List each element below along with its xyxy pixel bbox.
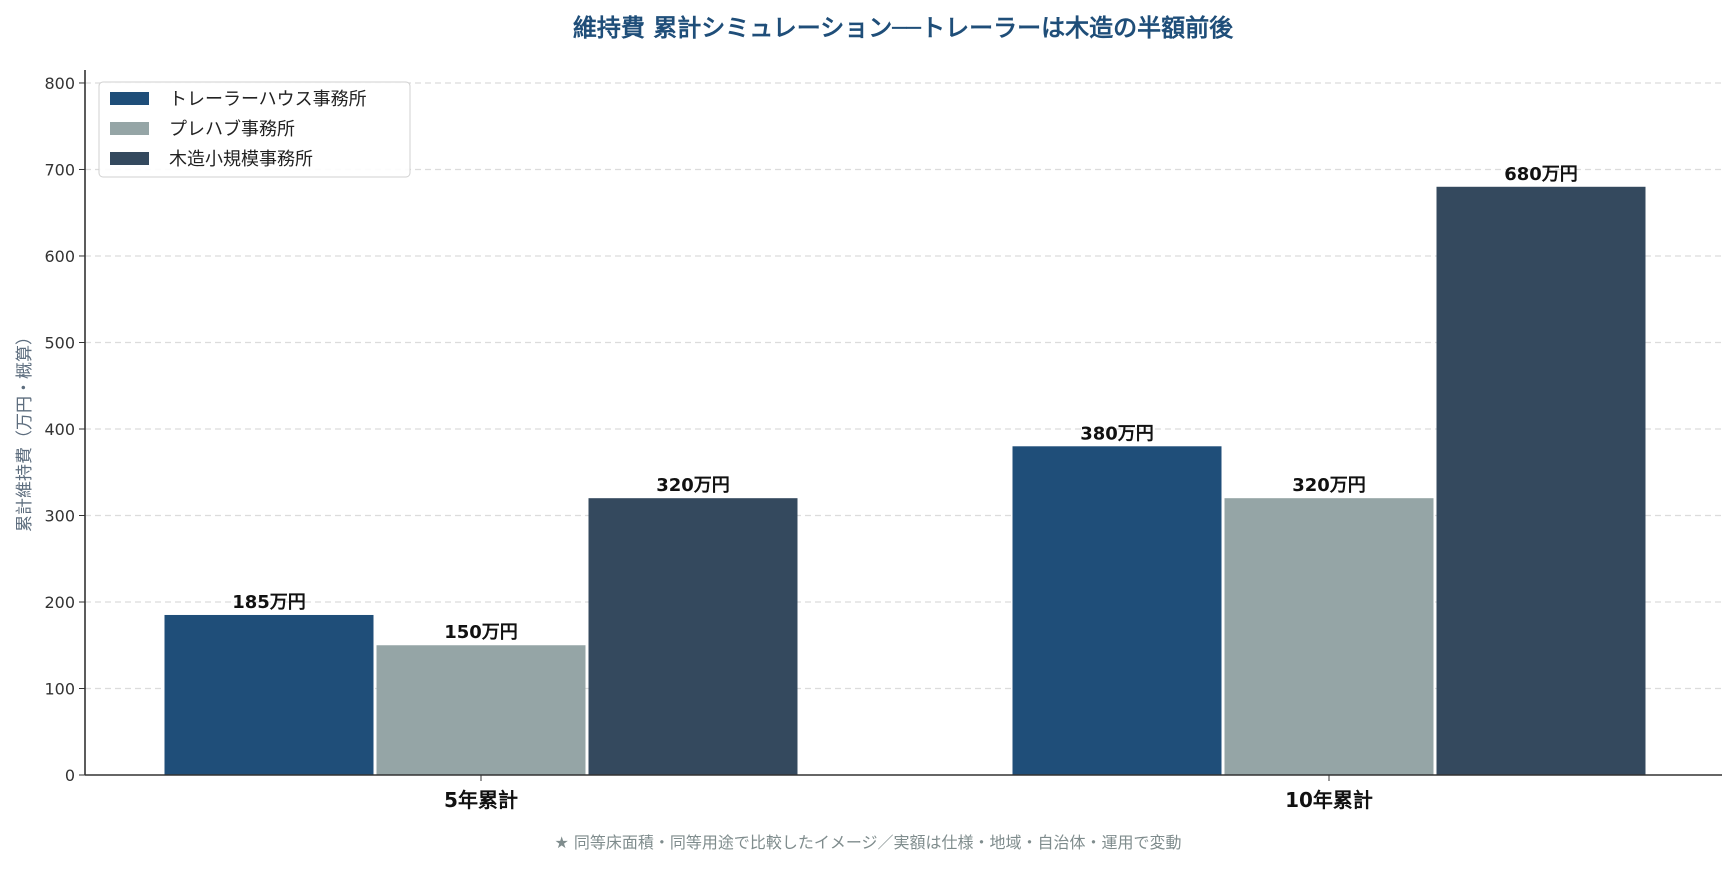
footnote: ★ 同等床面積・同等用途で比較したイメージ／実額は仕様・地域・自治体・運用で変動 bbox=[554, 833, 1181, 852]
bar-data-label: 380万円 bbox=[1080, 423, 1154, 444]
x-axis-ticks: 5年累計 10年累計 bbox=[444, 775, 1373, 812]
legend-swatch bbox=[110, 122, 149, 135]
legend-frame bbox=[98, 81, 411, 178]
bars: 185万円 150万円 320万円 380万円 320万円 680万円 bbox=[164, 164, 1646, 775]
y-tick-label: 800 bbox=[44, 74, 75, 93]
y-tick-label: 400 bbox=[44, 420, 75, 439]
bar bbox=[1436, 186, 1646, 775]
y-tick-label: 0 bbox=[65, 766, 75, 785]
y-tick-label: 500 bbox=[44, 333, 75, 352]
legend-label: 木造小規模事務所 bbox=[169, 149, 313, 170]
legend-label: プレハブ事務所 bbox=[169, 118, 295, 140]
bar bbox=[164, 614, 374, 775]
bar bbox=[1012, 446, 1222, 775]
legend-swatch bbox=[110, 152, 149, 165]
chart-title: 維持費 累計シミュレーション──トレーラーは木造の半額前後 bbox=[573, 14, 1234, 42]
y-axis-ticks: 0 100 200 300 400 500 600 700 800 bbox=[44, 74, 85, 785]
legend-swatch bbox=[110, 92, 149, 105]
bar bbox=[376, 645, 586, 775]
bar-data-label: 150万円 bbox=[444, 622, 518, 643]
bar-data-label: 320万円 bbox=[1292, 475, 1366, 496]
y-axis-label: 累計維持費（万円・概算） bbox=[15, 328, 35, 532]
legend-label: トレーラーハウス事務所 bbox=[169, 89, 367, 110]
x-tick-label: 10年累計 bbox=[1285, 788, 1373, 812]
y-tick-label: 300 bbox=[44, 506, 75, 525]
y-tick-label: 600 bbox=[44, 247, 75, 266]
bar bbox=[1224, 498, 1434, 775]
y-tick-label: 100 bbox=[44, 679, 75, 698]
y-tick-label: 200 bbox=[44, 593, 75, 612]
bar-data-label: 185万円 bbox=[232, 592, 306, 613]
y-tick-label: 700 bbox=[44, 160, 75, 179]
bar-data-label: 680万円 bbox=[1504, 164, 1578, 185]
x-tick-label: 5年累計 bbox=[444, 788, 518, 812]
bar bbox=[588, 498, 798, 775]
bar-data-label: 320万円 bbox=[656, 475, 730, 496]
